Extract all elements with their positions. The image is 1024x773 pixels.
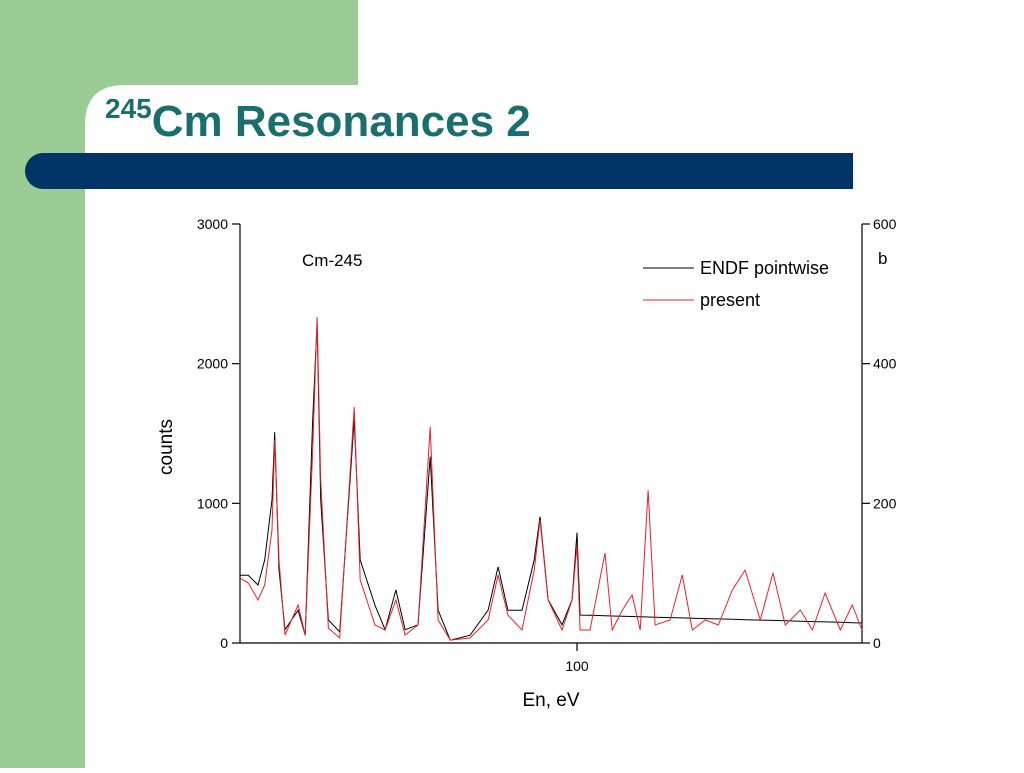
y2-tick-label: 0 xyxy=(873,635,881,651)
y2-axis-label: b xyxy=(878,249,887,268)
x-tick-label: 100 xyxy=(565,658,589,674)
legend-label: ENDF pointwise xyxy=(700,258,829,278)
y-tick-label: 1000 xyxy=(197,495,228,511)
series-line xyxy=(239,316,863,641)
y-tick-label: 0 xyxy=(220,635,228,651)
chart: Cm-245 En, eV counts b 0 1000 2000 3000 0 200… xyxy=(156,216,897,711)
y-tick-label: 3000 xyxy=(197,216,228,232)
y2-tick-label: 600 xyxy=(873,216,897,232)
series-line xyxy=(240,322,863,641)
y-axis-label: counts xyxy=(156,419,177,475)
title-main: Cm Resonances 2 xyxy=(152,97,531,146)
slide-title: 245Cm Resonances 2 xyxy=(105,93,531,146)
y-tick-label: 2000 xyxy=(197,356,228,372)
title-bar-fill xyxy=(60,153,853,189)
content-area xyxy=(85,85,1024,768)
x-axis-label: En, eV xyxy=(522,690,579,711)
legend-label: present xyxy=(700,290,760,310)
title-superscript: 245 xyxy=(105,93,152,124)
annotation: Cm-245 xyxy=(302,251,362,270)
y2-tick-label: 400 xyxy=(873,356,897,372)
y2-tick-label: 200 xyxy=(873,495,897,511)
